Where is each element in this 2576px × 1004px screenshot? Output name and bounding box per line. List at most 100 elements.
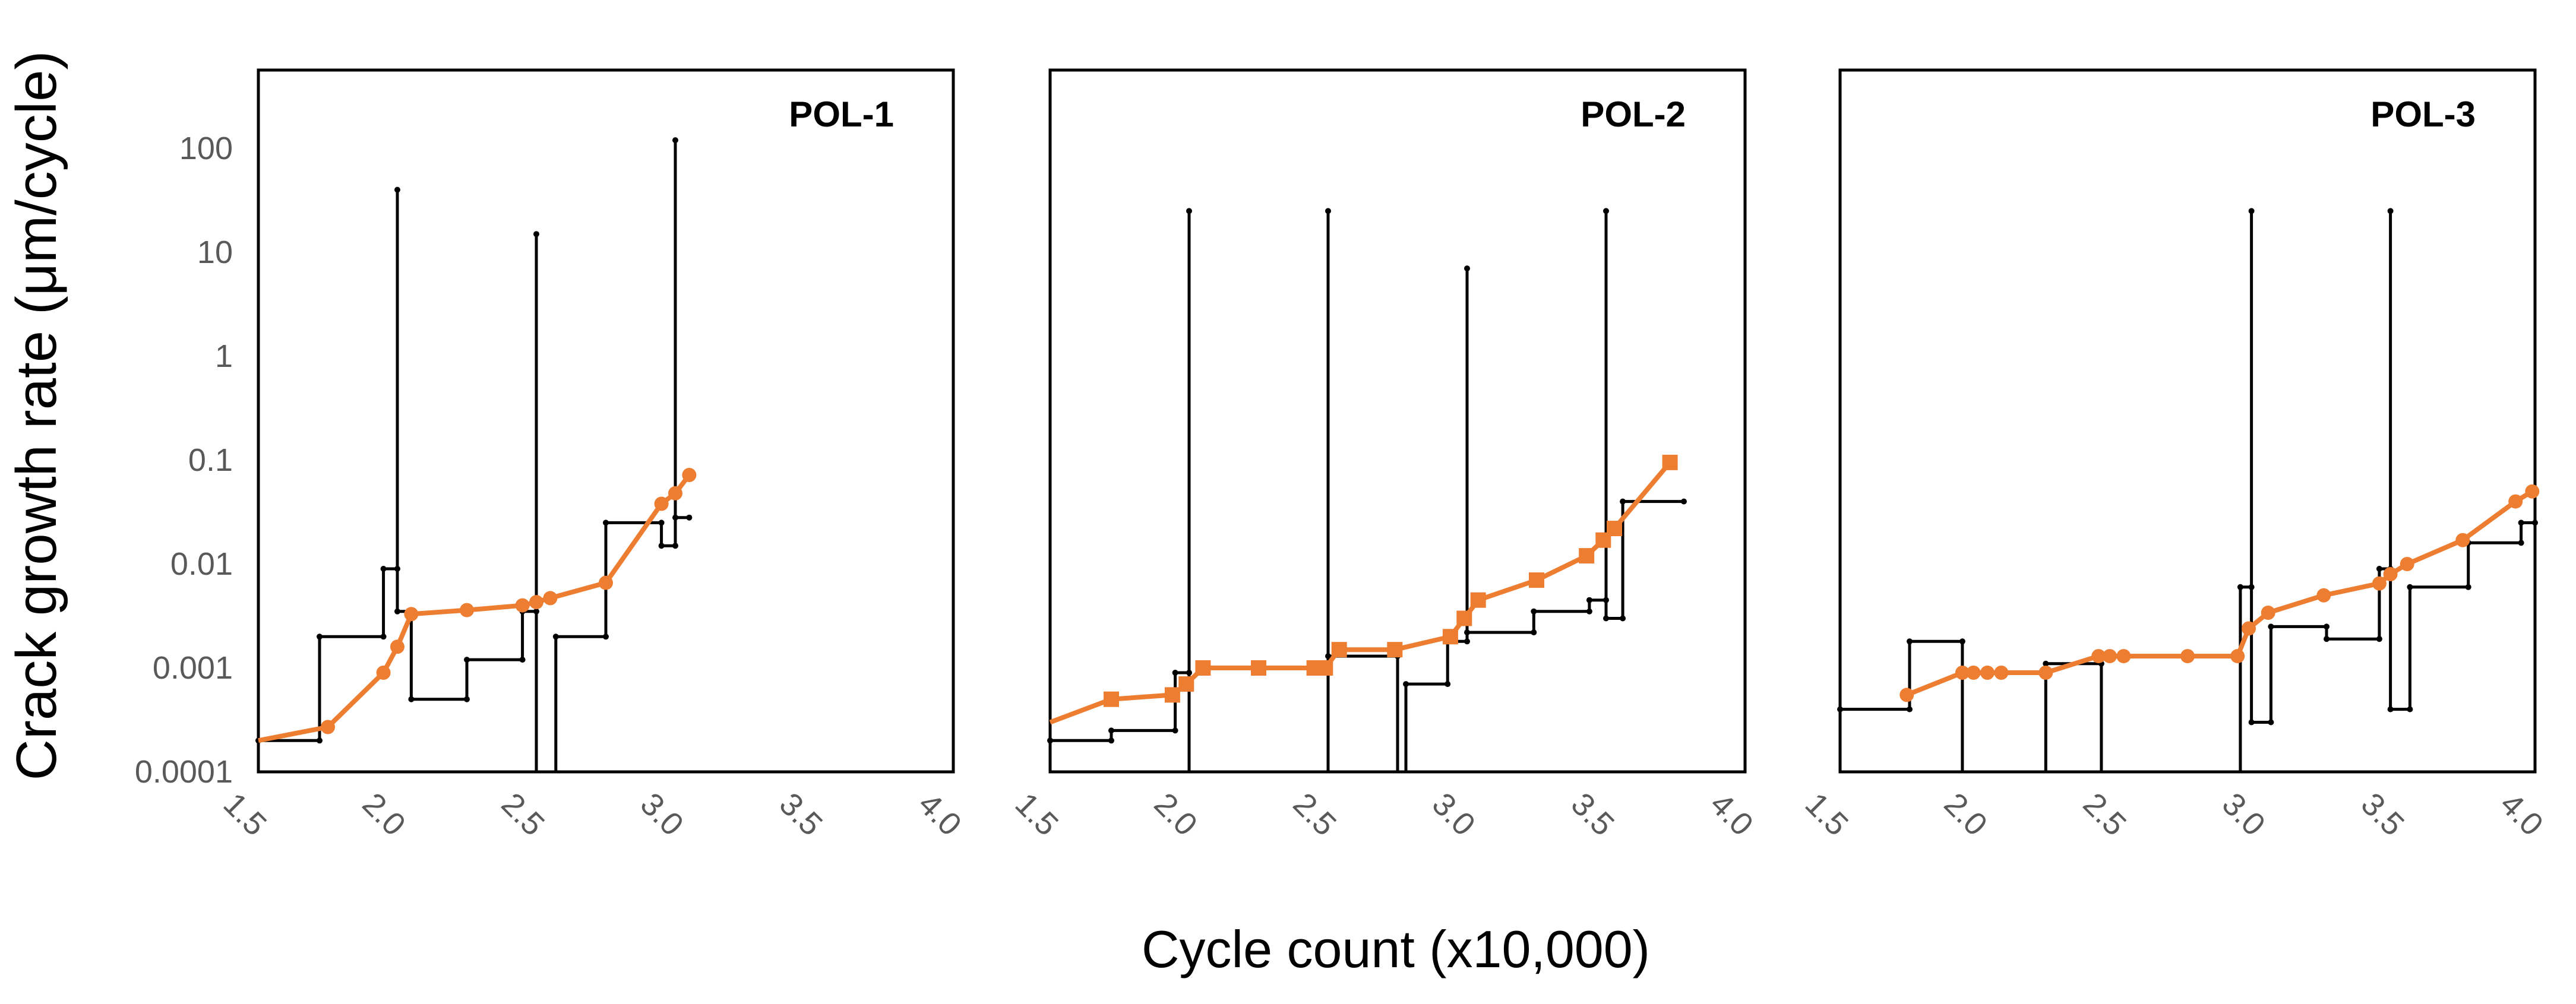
smoothed-series-square-marker bbox=[1442, 629, 1458, 645]
pol-2-smoothed-series-line bbox=[1049, 461, 1672, 725]
step-vertex-dot bbox=[1325, 653, 1331, 660]
plot-border bbox=[257, 68, 955, 774]
step-vertex-dot bbox=[394, 186, 400, 193]
smoothed-series-circle-marker bbox=[460, 603, 474, 617]
step-vertex-dot bbox=[672, 137, 678, 144]
step-vertex-dot bbox=[1620, 615, 1626, 622]
step-vertex-dot bbox=[1531, 629, 1537, 636]
step-vertex-dot bbox=[2237, 584, 2243, 590]
smoothed-series-circle-marker bbox=[2400, 557, 2414, 571]
smoothed-series-circle-marker bbox=[1966, 666, 1981, 680]
smoothed-series-square-marker bbox=[1104, 691, 1119, 707]
smoothed-series-circle-marker bbox=[2038, 666, 2053, 680]
smoothed-series-circle-marker bbox=[2103, 649, 2117, 664]
step-vertex-dot bbox=[2376, 636, 2382, 642]
step-vertex-dot bbox=[464, 696, 470, 702]
step-vertex-dot bbox=[1603, 208, 1609, 214]
step-vertex-dot bbox=[686, 514, 693, 521]
smoothed-series-circle-marker bbox=[321, 720, 335, 734]
step-vertex-dot bbox=[317, 737, 323, 744]
smoothed-series-square-marker bbox=[1164, 687, 1180, 703]
y-tick-label-0.01: 0.01 bbox=[170, 546, 233, 582]
step-vertex-dot bbox=[2532, 520, 2538, 526]
smoothed-series-circle-marker bbox=[654, 496, 669, 511]
step-vertex-dot bbox=[1325, 208, 1331, 214]
panel-pol-3-graphics bbox=[1837, 68, 2540, 774]
smoothed-series-square-marker bbox=[1317, 660, 1333, 676]
smoothed-series-circle-marker bbox=[2455, 533, 2470, 547]
smoothed-series-square-marker bbox=[1470, 592, 1486, 608]
step-vertex-dot bbox=[408, 696, 415, 702]
step-vertex-dot bbox=[1464, 638, 1470, 645]
step-vertex-dot bbox=[1464, 629, 1470, 636]
smoothed-series-circle-marker bbox=[404, 607, 419, 622]
y-tick-label-0.0001: 0.0001 bbox=[134, 754, 233, 790]
step-vertex-dot bbox=[658, 543, 665, 549]
step-vertex-dot bbox=[464, 657, 470, 663]
smoothed-series-circle-marker bbox=[2316, 588, 2331, 603]
step-vertex-dot bbox=[1445, 681, 1451, 688]
step-vertex-dot bbox=[1837, 706, 1843, 712]
pol-2-step-series-line bbox=[1050, 211, 1684, 774]
step-vertex-dot bbox=[2248, 584, 2255, 590]
step-vertex-dot bbox=[603, 520, 609, 526]
step-vertex-dot bbox=[1172, 670, 1178, 676]
smoothed-series-square-marker bbox=[1178, 676, 1194, 692]
smoothed-series-circle-marker bbox=[1899, 688, 1914, 702]
smoothed-series-square-marker bbox=[1456, 610, 1472, 626]
panel-label-pol-1: POL-1 bbox=[789, 94, 894, 134]
step-vertex-dot bbox=[1186, 208, 1192, 214]
panel-pol-1-graphics bbox=[255, 68, 955, 774]
step-vertex-dot bbox=[2043, 660, 2049, 667]
step-vertex-dot bbox=[2518, 520, 2524, 526]
step-vertex-dot bbox=[2387, 706, 2394, 712]
pol-1-smoothed-series-line bbox=[258, 473, 691, 743]
smoothed-series-circle-marker bbox=[390, 639, 404, 654]
smoothed-series-circle-marker bbox=[376, 666, 391, 680]
step-vertex-dot bbox=[2376, 566, 2382, 572]
step-vertex-dot bbox=[1047, 737, 1053, 744]
smoothed-series-circle-marker bbox=[2508, 494, 2523, 509]
smoothed-series-circle-marker bbox=[2180, 649, 2195, 664]
y-tick-label-1: 1 bbox=[214, 338, 233, 374]
smoothed-series-circle-marker bbox=[668, 486, 682, 501]
step-vertex-dot bbox=[672, 514, 678, 521]
step-vertex-dot bbox=[533, 608, 539, 615]
step-vertex-dot bbox=[2387, 208, 2394, 214]
step-vertex-dot bbox=[1620, 498, 1626, 505]
smoothed-series-circle-marker bbox=[682, 468, 697, 482]
smoothed-series-circle-marker bbox=[2230, 649, 2245, 664]
step-vertex-dot bbox=[1959, 638, 1965, 645]
smoothed-series-circle-marker bbox=[2116, 649, 2131, 664]
step-vertex-dot bbox=[1586, 597, 1592, 603]
y-tick-label-0.001: 0.001 bbox=[152, 650, 233, 686]
panel-label-pol-2: POL-2 bbox=[1581, 94, 1686, 134]
step-vertex-dot bbox=[380, 566, 387, 572]
smoothed-series-square-marker bbox=[1662, 454, 1678, 470]
smoothed-series-circle-marker bbox=[2091, 649, 2106, 664]
step-vertex-dot bbox=[1172, 727, 1178, 734]
smoothed-series-circle-marker bbox=[2242, 621, 2256, 636]
smoothed-series-circle-marker bbox=[2261, 606, 2275, 620]
y-tick-label-100: 100 bbox=[179, 131, 233, 166]
x-axis-title: Cycle count (x10,000) bbox=[1142, 920, 1650, 978]
smoothed-series-square-marker bbox=[1251, 660, 1266, 676]
step-vertex-dot bbox=[1108, 737, 1114, 744]
step-vertex-dot bbox=[1403, 681, 1409, 688]
step-vertex-dot bbox=[2465, 584, 2471, 590]
smoothed-series-square-marker bbox=[1607, 521, 1622, 537]
panel-pol-2-graphics bbox=[1047, 68, 1747, 774]
step-vertex-dot bbox=[1603, 615, 1609, 622]
step-vertex-dot bbox=[672, 543, 678, 549]
step-vertex-dot bbox=[2248, 719, 2255, 726]
smoothed-series-circle-marker bbox=[2383, 567, 2398, 581]
step-vertex-dot bbox=[1603, 597, 1609, 603]
smoothed-series-square-marker bbox=[1195, 660, 1211, 676]
step-vertex-dot bbox=[2268, 719, 2274, 726]
step-vertex-dot bbox=[394, 566, 400, 572]
y-tick-label-0.1: 0.1 bbox=[188, 442, 233, 478]
smoothed-series-circle-marker bbox=[2372, 576, 2387, 591]
step-vertex-dot bbox=[603, 634, 609, 640]
